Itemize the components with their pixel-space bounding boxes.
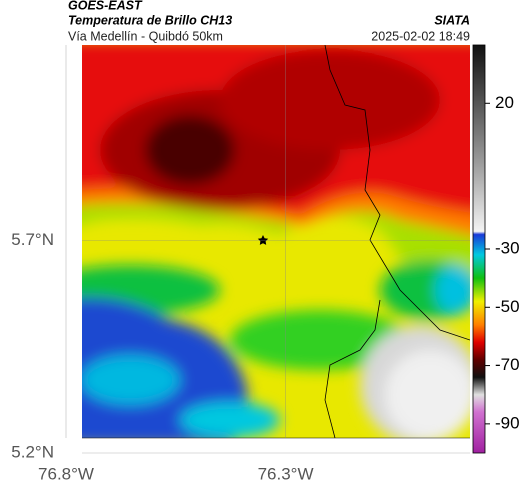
source: GOES-EAST [68, 0, 143, 12]
y-tick-label: 5.7°N [11, 230, 54, 249]
x-tick-label: 76.8°W [38, 464, 94, 483]
colorbar-tick-label: -90 [495, 413, 520, 432]
colorbar-tick-label: 20 [495, 93, 514, 112]
y-tick-label: 5.2°N [11, 442, 54, 461]
timestamp: 2025-02-02 18:49 [371, 29, 470, 43]
title: Temperatura de Brillo CH13 [68, 13, 232, 27]
colorbar-tick-label: -70 [495, 355, 520, 374]
colorbar-tick-label: -50 [495, 297, 520, 316]
subtitle: Vía Medellín - Quibdó 50km [68, 29, 223, 43]
location-star [257, 235, 269, 245]
org: SIATA [434, 13, 470, 27]
x-tick-label: 76.3°W [258, 464, 314, 483]
colorbar-tick-label: -30 [495, 238, 520, 257]
colorbar [472, 44, 486, 454]
temperature-field [82, 45, 470, 438]
